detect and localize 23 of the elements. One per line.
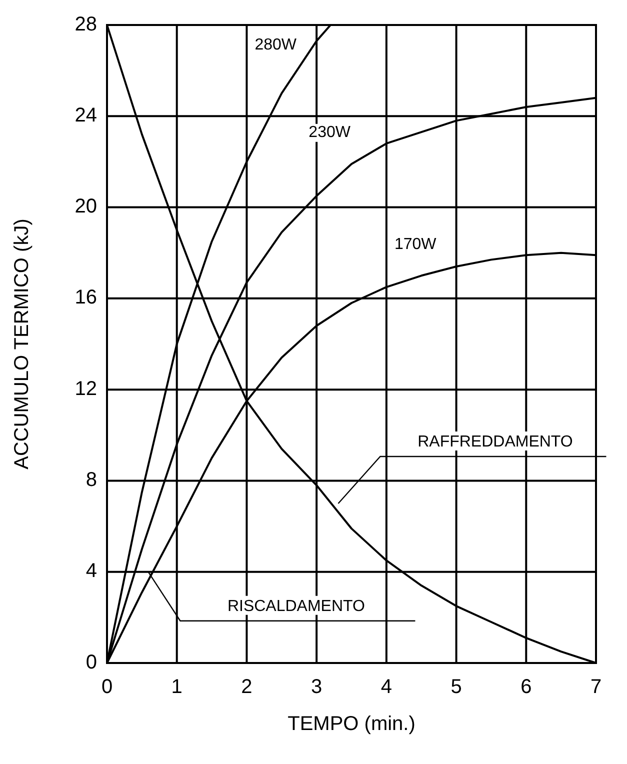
x-tick-label: 0 (101, 676, 113, 698)
x-tick-label: 3 (311, 676, 322, 698)
y-tick-label: 20 (74, 196, 97, 218)
series-label: 280W (254, 36, 298, 54)
x-tick-label: 1 (171, 676, 182, 698)
y-tick-label: 12 (74, 378, 97, 400)
x-tick-label: 2 (241, 676, 252, 698)
annotation: RISCALDAMENTO (227, 598, 365, 615)
series-label: 170W (394, 236, 438, 253)
y-tick-label: 24 (74, 104, 97, 126)
y-tick-label: 28 (74, 13, 97, 36)
y-tick-label: 8 (86, 468, 97, 491)
x-axis-title: TEMPO (min.) (288, 713, 416, 735)
series-label: 230W (308, 124, 352, 142)
y-tick-label: 16 (74, 286, 97, 309)
x-tick-label: 6 (520, 676, 532, 698)
y-tick-label: 4 (86, 560, 97, 582)
x-tick-label: 7 (590, 676, 602, 698)
x-tick-label: 4 (380, 676, 392, 698)
x-tick-label: 5 (450, 676, 462, 698)
annotation: RAFFREDDAMENTO (418, 434, 573, 450)
y-axis-title: ACCUMULO TERMICO (kJ) (11, 218, 33, 470)
y-tick-label: 0 (86, 651, 97, 674)
